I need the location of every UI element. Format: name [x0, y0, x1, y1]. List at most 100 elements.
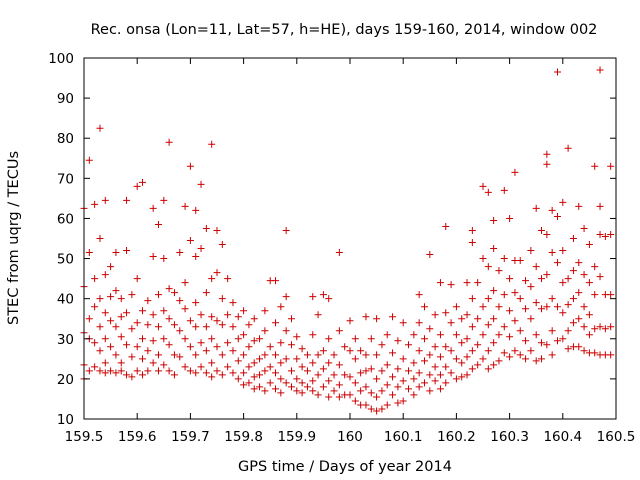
- data-point: [569, 295, 577, 303]
- data-point: [250, 385, 258, 393]
- data-point: [197, 363, 205, 371]
- data-point: [245, 343, 253, 351]
- data-point: [357, 347, 365, 355]
- data-point: [569, 267, 577, 275]
- data-point: [383, 401, 391, 409]
- data-point: [431, 311, 439, 319]
- data-point: [532, 263, 540, 271]
- data-point: [458, 315, 466, 323]
- data-point: [272, 319, 280, 327]
- data-point: [218, 295, 226, 303]
- y-tick-label: 80: [57, 131, 74, 147]
- data-point: [298, 379, 306, 387]
- data-point: [107, 263, 115, 271]
- data-point: [85, 367, 93, 375]
- data-point: [564, 301, 572, 309]
- data-point: [426, 325, 434, 333]
- data-point: [420, 303, 428, 311]
- data-point: [208, 140, 216, 148]
- data-point: [383, 331, 391, 339]
- data-point: [91, 339, 99, 347]
- y-tick-label: 30: [57, 332, 74, 348]
- data-point: [362, 383, 370, 391]
- x-tick-label: 160: [337, 429, 363, 445]
- data-point: [117, 359, 125, 367]
- data-point: [256, 371, 264, 379]
- data-point: [202, 224, 210, 232]
- data-point: [341, 371, 349, 379]
- data-point: [96, 367, 104, 375]
- data-point: [107, 343, 115, 351]
- data-point: [192, 253, 200, 261]
- data-point: [133, 182, 141, 190]
- data-point: [149, 337, 157, 345]
- data-point: [591, 325, 599, 333]
- data-point: [601, 232, 609, 240]
- data-point: [463, 353, 471, 361]
- data-point: [394, 399, 402, 407]
- data-point: [585, 311, 593, 319]
- data-point: [516, 257, 524, 265]
- data-point: [532, 331, 540, 339]
- data-point: [261, 367, 269, 375]
- data-point: [287, 315, 295, 323]
- data-point: [272, 277, 280, 285]
- data-point: [362, 351, 370, 359]
- data-point: [181, 279, 189, 287]
- data-point: [426, 251, 434, 259]
- data-point: [85, 156, 93, 164]
- data-point: [192, 369, 200, 377]
- data-point: [117, 295, 125, 303]
- data-point: [468, 347, 476, 355]
- data-point: [181, 305, 189, 313]
- data-point: [245, 363, 253, 371]
- data-point: [192, 299, 200, 307]
- data-point: [319, 383, 327, 391]
- data-point: [389, 373, 397, 381]
- data-point: [112, 287, 120, 295]
- data-point: [261, 327, 269, 335]
- data-point: [229, 299, 237, 307]
- data-point: [553, 337, 561, 345]
- data-point: [607, 291, 615, 299]
- x-tick-label: 159.8: [224, 429, 263, 445]
- data-point: [463, 279, 471, 287]
- data-point: [346, 391, 354, 399]
- y-tick-label: 20: [57, 372, 74, 388]
- data-point: [575, 343, 583, 351]
- data-point: [144, 297, 152, 305]
- data-point: [208, 359, 216, 367]
- data-point: [293, 375, 301, 383]
- data-point: [176, 353, 184, 361]
- data-point: [463, 371, 471, 379]
- data-point: [452, 303, 460, 311]
- data-point: [325, 359, 333, 367]
- data-point: [117, 367, 125, 375]
- data-point: [160, 196, 168, 204]
- data-point: [335, 381, 343, 389]
- data-point: [293, 333, 301, 341]
- data-point: [250, 359, 258, 367]
- data-point: [538, 226, 546, 234]
- data-point: [479, 331, 487, 339]
- data-point: [149, 253, 157, 261]
- data-point: [591, 263, 599, 271]
- data-point: [319, 291, 327, 299]
- data-point: [389, 313, 397, 321]
- data-point: [287, 367, 295, 375]
- data-point: [202, 289, 210, 297]
- data-point: [101, 271, 109, 279]
- data-point: [287, 341, 295, 349]
- data-point: [484, 295, 492, 303]
- data-point: [224, 339, 232, 347]
- x-tick-label: 159.6: [118, 429, 157, 445]
- data-point: [277, 359, 285, 367]
- data-point: [101, 359, 109, 367]
- data-point: [559, 198, 567, 206]
- data-point: [218, 241, 226, 249]
- x-tick-label: 159.9: [277, 429, 316, 445]
- data-point: [420, 379, 428, 387]
- data-point: [346, 347, 354, 355]
- data-point: [564, 327, 572, 335]
- data-point: [511, 347, 519, 355]
